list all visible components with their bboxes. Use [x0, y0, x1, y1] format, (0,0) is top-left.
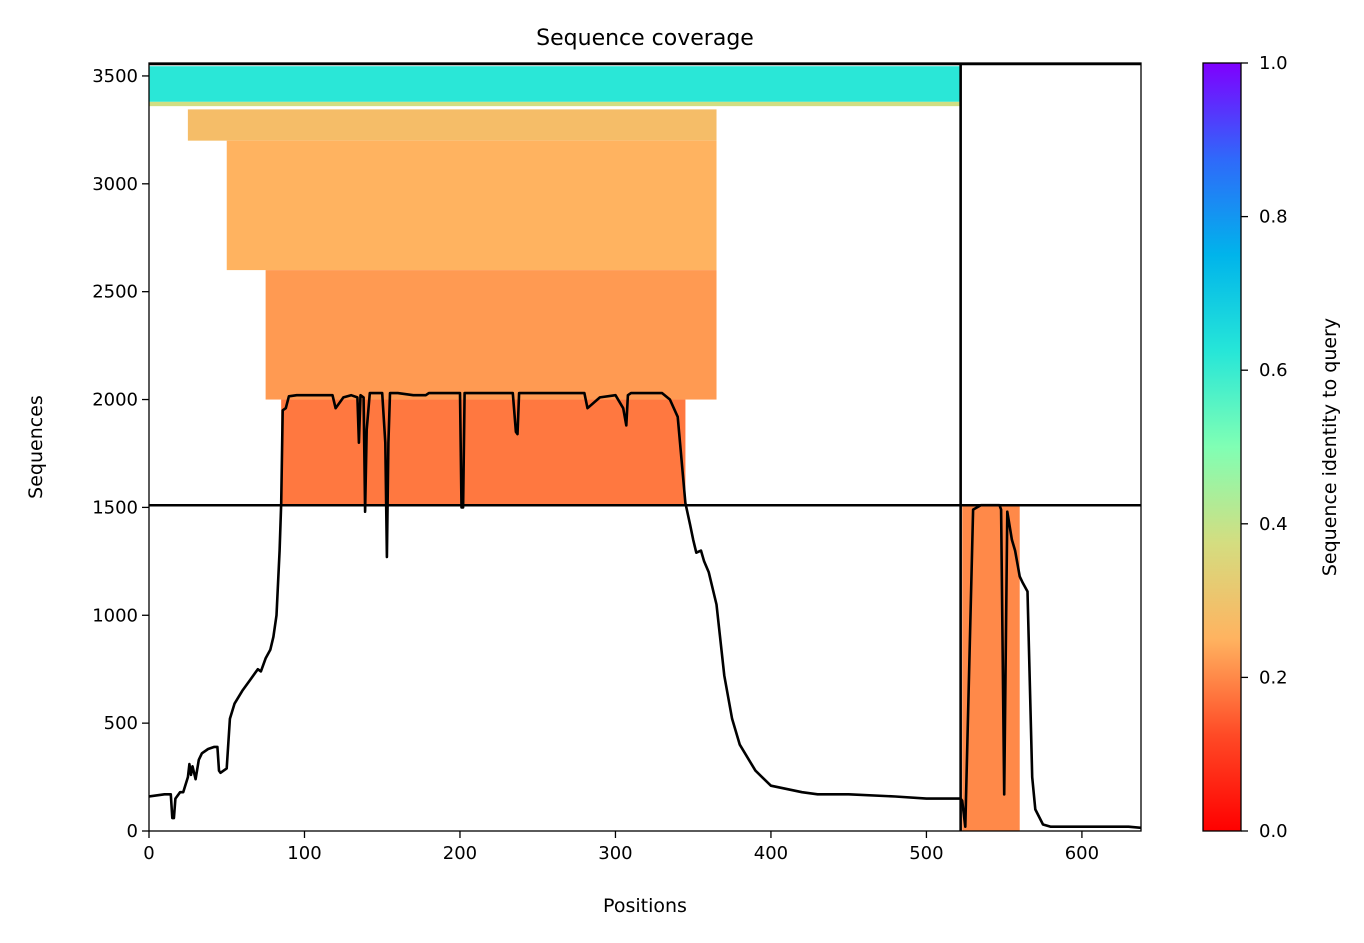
y-axis-label: Sequences — [25, 395, 47, 499]
domain-boundaries — [149, 62, 1141, 831]
colorbar-tick-label: 0.0 — [1259, 821, 1288, 842]
coverage-block-3 — [226, 140, 717, 271]
y-tick-label: 0 — [127, 821, 138, 842]
coverage-block-4 — [265, 270, 717, 400]
y-tick-label: 2500 — [92, 282, 138, 303]
x-axis: 0 100 200 300 400 500 600 — [143, 831, 1099, 864]
colorbar-tick-label: 0.8 — [1259, 207, 1288, 228]
x-tick-label: 500 — [909, 843, 943, 864]
x-tick-label: 300 — [598, 843, 632, 864]
colorbar-tick-label: 0.2 — [1259, 667, 1288, 688]
coverage-block-5 — [281, 399, 686, 506]
y-axis: 0 500 1000 1500 2000 2500 3000 3500 — [92, 66, 149, 842]
colorbar-tick-label: 0.4 — [1259, 514, 1288, 535]
y-tick-label: 1000 — [92, 605, 138, 626]
colorbar-tick-label: 0.6 — [1259, 360, 1288, 381]
colorbar — [1202, 62, 1242, 832]
coverage-block-1 — [149, 101, 961, 107]
coverage-line-layer — [149, 391, 1141, 830]
chart-title: Sequence coverage — [536, 26, 754, 51]
x-axis-label: Positions — [603, 895, 687, 917]
x-tick-label: 100 — [287, 843, 321, 864]
y-tick-label: 2000 — [92, 390, 138, 411]
colorbar-ticks: 0.0 0.2 0.4 0.6 0.8 1.0 — [1241, 53, 1288, 842]
colorbar-tick-label: 1.0 — [1259, 53, 1288, 74]
x-tick-label: 400 — [754, 843, 788, 864]
coverage-block-2 — [187, 109, 717, 141]
x-tick-label: 600 — [1065, 843, 1099, 864]
y-tick-label: 500 — [104, 713, 138, 734]
x-tick-label: 0 — [143, 843, 154, 864]
coverage-heatmap — [149, 66, 1020, 831]
y-tick-label: 3000 — [92, 174, 138, 195]
plot-frame — [148, 62, 1142, 832]
x-tick-label: 200 — [443, 843, 477, 864]
y-tick-label: 3500 — [92, 66, 138, 87]
coverage-block-0 — [149, 66, 961, 102]
coverage-line — [149, 391, 1141, 830]
y-tick-label: 1500 — [92, 497, 138, 518]
colorbar-label: Sequence identity to query — [1319, 318, 1341, 576]
